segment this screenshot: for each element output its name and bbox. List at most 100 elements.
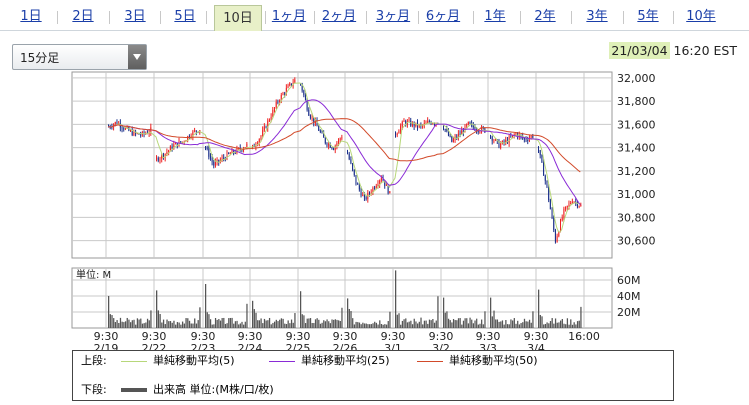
tab-1[interactable]: 1日 bbox=[20, 9, 42, 24]
candle-body bbox=[214, 162, 216, 166]
volume-bar bbox=[321, 322, 323, 328]
candle-body bbox=[382, 178, 384, 181]
legend-item-ma5: 単純移動平均(5) bbox=[121, 354, 235, 368]
tab-9[interactable]: 6ヶ月 bbox=[425, 9, 461, 24]
candle-body bbox=[348, 153, 350, 160]
volume-bar bbox=[178, 322, 180, 328]
volume-bar bbox=[258, 320, 261, 328]
tab-separator bbox=[160, 11, 161, 24]
volume-bar bbox=[323, 320, 325, 328]
candle-body bbox=[543, 162, 545, 176]
volume-bar bbox=[508, 324, 510, 328]
tab-6[interactable]: 1ヶ月 bbox=[271, 9, 307, 24]
volume-bar bbox=[243, 324, 245, 328]
tab-11[interactable]: 2年 bbox=[534, 9, 556, 24]
volume-bar bbox=[128, 319, 130, 328]
candle-body bbox=[539, 150, 541, 156]
candle-body bbox=[331, 147, 333, 149]
candle-body bbox=[452, 139, 454, 142]
tab-separator bbox=[673, 11, 674, 24]
candle-body bbox=[512, 134, 514, 137]
tab-separator bbox=[622, 11, 624, 24]
tab-10[interactable]: 1年 bbox=[484, 9, 506, 24]
tab-13[interactable]: 5年 bbox=[637, 9, 659, 24]
volume-bar bbox=[549, 321, 552, 328]
price-tick-label: 30,600 bbox=[617, 235, 656, 248]
candle-body bbox=[341, 137, 343, 139]
ma-line-ma50 bbox=[107, 118, 581, 173]
candle-body bbox=[176, 142, 178, 147]
tab-2[interactable]: 2日 bbox=[72, 9, 94, 24]
candle-body bbox=[272, 109, 274, 117]
tab-3[interactable]: 3日 bbox=[124, 9, 146, 24]
volume-bar bbox=[260, 318, 262, 328]
chevron-down-icon[interactable] bbox=[128, 45, 146, 69]
tab-14[interactable]: 10年 bbox=[686, 9, 716, 24]
candle-body bbox=[326, 143, 328, 146]
volume-bar bbox=[205, 284, 207, 328]
volume-bar bbox=[143, 323, 145, 328]
volume-bar bbox=[146, 318, 149, 328]
volume-bar bbox=[219, 320, 222, 328]
candle-body bbox=[456, 136, 458, 138]
candle-body bbox=[143, 132, 145, 134]
candle-body bbox=[377, 184, 379, 186]
candle-body bbox=[194, 130, 196, 132]
candle-body bbox=[427, 121, 429, 123]
tab-7[interactable]: 2ヶ月 bbox=[321, 9, 357, 24]
volume-bar bbox=[183, 323, 185, 328]
candle-body bbox=[472, 124, 474, 128]
candle-body bbox=[532, 135, 534, 138]
candle-body bbox=[379, 180, 381, 185]
chart-legend: 上段: 単純移動平均(5) 単純移動平均(25) 単純移動平均(50) 下段: … bbox=[72, 350, 674, 401]
candle-body bbox=[195, 130, 197, 132]
volume-bar bbox=[339, 320, 341, 328]
candle-body bbox=[338, 139, 340, 144]
candle-body bbox=[380, 178, 382, 181]
volume-bar bbox=[265, 320, 267, 328]
volume-bar bbox=[553, 323, 555, 328]
volume-bar bbox=[452, 318, 455, 328]
volume-tick-label: 60M bbox=[617, 274, 641, 287]
volume-bar bbox=[239, 323, 241, 328]
candle-body bbox=[408, 120, 410, 122]
volume-bar bbox=[477, 324, 479, 328]
tab-8[interactable]: 3ヶ月 bbox=[375, 9, 411, 24]
volume-bar bbox=[387, 321, 389, 328]
tab-12[interactable]: 3年 bbox=[586, 9, 608, 24]
volume-bar bbox=[457, 318, 460, 328]
candle-body bbox=[389, 191, 391, 194]
candle-body bbox=[365, 197, 367, 200]
volume-bar bbox=[510, 319, 512, 328]
volume-bar bbox=[145, 322, 147, 328]
tab-4[interactable]: 5日 bbox=[174, 9, 196, 24]
price-tick-label: 31,200 bbox=[617, 165, 656, 178]
volume-bar bbox=[575, 324, 577, 328]
candle-body bbox=[474, 127, 476, 131]
candle-body bbox=[505, 139, 507, 143]
volume-bar bbox=[319, 323, 322, 328]
candle-body bbox=[546, 180, 548, 187]
volume-bar bbox=[365, 323, 367, 328]
candle-body bbox=[260, 135, 262, 140]
volume-bar bbox=[308, 318, 310, 328]
candle-body bbox=[279, 100, 281, 103]
candle-body bbox=[360, 189, 362, 196]
volume-bar bbox=[159, 314, 161, 328]
volume-bar bbox=[422, 324, 424, 328]
volume-bar bbox=[173, 320, 175, 328]
interval-dropdown[interactable]: 15分足 bbox=[12, 44, 147, 70]
volume-unit-label: 単位: M bbox=[76, 268, 111, 281]
volume-bar bbox=[367, 324, 369, 328]
tab-separator bbox=[418, 11, 419, 24]
volume-bar bbox=[541, 316, 543, 328]
volume-bar bbox=[309, 318, 312, 328]
tab-separator bbox=[109, 11, 110, 24]
volume-bar bbox=[538, 289, 540, 328]
volume-bar bbox=[525, 321, 527, 328]
candle-body bbox=[311, 117, 313, 119]
tab-5[interactable]: 10日 bbox=[214, 5, 262, 31]
candle-body bbox=[457, 133, 459, 138]
candle-body bbox=[493, 140, 495, 142]
candle-body bbox=[168, 150, 170, 153]
